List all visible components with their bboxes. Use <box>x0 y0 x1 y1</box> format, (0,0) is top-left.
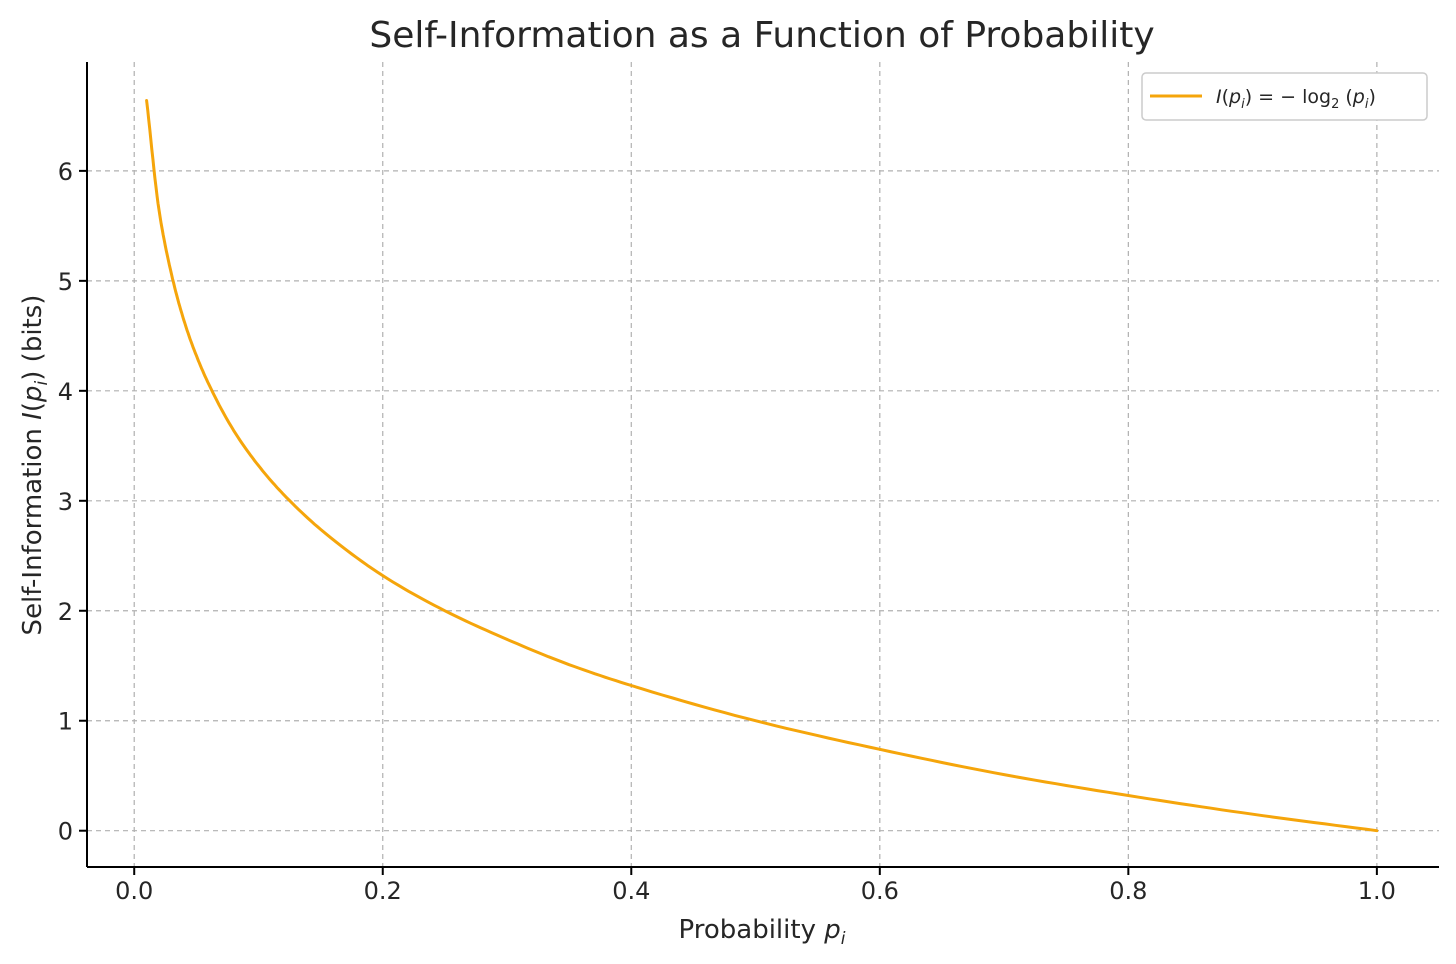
chart-title: Self-Information as a Function of Probab… <box>369 15 1154 56</box>
y-tick-label: 1 <box>58 708 73 736</box>
x-axis-label: Probability pi <box>679 915 846 949</box>
x-tick-label: 0.4 <box>612 877 650 905</box>
series-line <box>145 99 1379 833</box>
x-tick-label: 1.0 <box>1358 877 1396 905</box>
x-axis-ticks: 0.0 0.2 0.4 0.6 0.8 1.0 <box>115 867 1396 905</box>
x-tick-label: 0.2 <box>364 877 402 905</box>
y-tick-label: 5 <box>58 268 73 296</box>
y-tick-label: 2 <box>58 598 73 626</box>
x-tick-label: 0.8 <box>1109 877 1147 905</box>
x-tick-label: 0.0 <box>115 877 153 905</box>
legend-box <box>1141 72 1428 121</box>
y-tick-label: 0 <box>58 818 73 846</box>
y-axis-label: Self-Information I(pi) (bits) <box>18 295 52 636</box>
x-tick-label: 0.6 <box>861 877 899 905</box>
series-layer <box>145 99 1379 833</box>
legend-label: I(pi) = − log2 (pi) <box>1216 86 1376 112</box>
y-axis-ticks: 0 1 2 3 4 5 6 <box>58 158 87 846</box>
legend: I(pi) = − log2 (pi) <box>1141 72 1428 121</box>
y-tick-label: 4 <box>58 378 73 406</box>
y-tick-label: 6 <box>58 158 73 186</box>
y-tick-label: 3 <box>58 488 73 516</box>
grid <box>87 62 1439 867</box>
